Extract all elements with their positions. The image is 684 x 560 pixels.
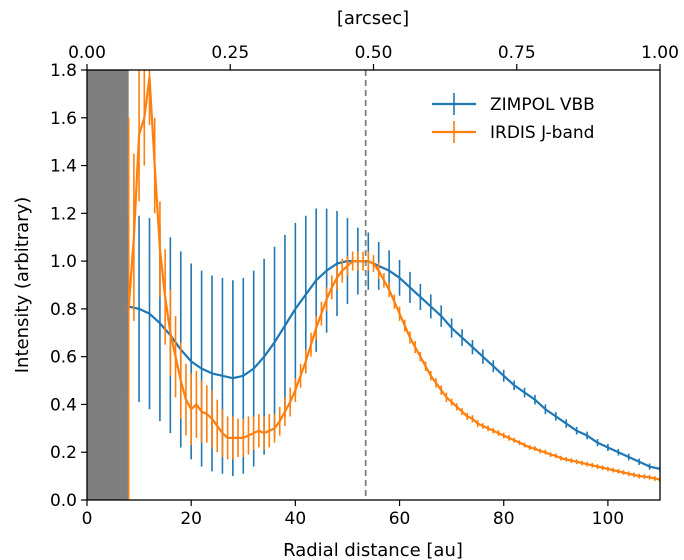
- y-tick-label: 0.2: [50, 443, 77, 463]
- x-tick-label: 20: [180, 509, 202, 529]
- x-tick-label: 100: [592, 509, 624, 529]
- legend-entry-zimpol-vbb: ZIMPOL VBB: [432, 93, 595, 115]
- legend-entry-irdis-j-band: IRDIS J-band: [432, 121, 594, 143]
- series-irdis-j-band: [127, 70, 660, 500]
- x-tick-label: 80: [493, 509, 515, 529]
- y-tick-label: 0.8: [50, 300, 77, 320]
- y-tick-label: 0.0: [50, 491, 77, 511]
- series-zimpol-vbb: [127, 208, 660, 477]
- y-tick-label: 1.2: [50, 204, 77, 224]
- y-tick-label: 0.6: [50, 348, 77, 368]
- x-tick-label: 60: [389, 509, 411, 529]
- y-tick-label: 1.4: [50, 157, 77, 177]
- top-x-tick-label: 1.00: [641, 43, 679, 63]
- y-tick-label: 1.8: [50, 61, 77, 81]
- series-line-zimpol-vbb: [128, 260, 660, 471]
- legend-label: IRDIS J-band: [490, 123, 594, 143]
- y-tick-label: 1.6: [50, 109, 77, 129]
- x-tick-label: 0: [82, 509, 93, 529]
- top-x-axis-label: [arcsec]: [337, 8, 409, 29]
- y-axis-label: Intensity (arbitrary): [12, 197, 33, 374]
- top-x-tick-label: 0.25: [211, 43, 249, 63]
- top-x-tick-label: 0.00: [68, 43, 106, 63]
- top-x-tick-label: 0.75: [498, 43, 536, 63]
- x-axis-label: Radial distance [au]: [283, 540, 463, 560]
- masked-region: [87, 70, 129, 500]
- y-tick-label: 1.0: [50, 252, 77, 272]
- series-line-irdis-j-band: [127, 76, 660, 481]
- top-x-tick-label: 0.50: [355, 43, 393, 63]
- x-tick-label: 40: [285, 509, 307, 529]
- y-tick-label: 0.4: [50, 395, 77, 415]
- legend-label: ZIMPOL VBB: [490, 95, 595, 115]
